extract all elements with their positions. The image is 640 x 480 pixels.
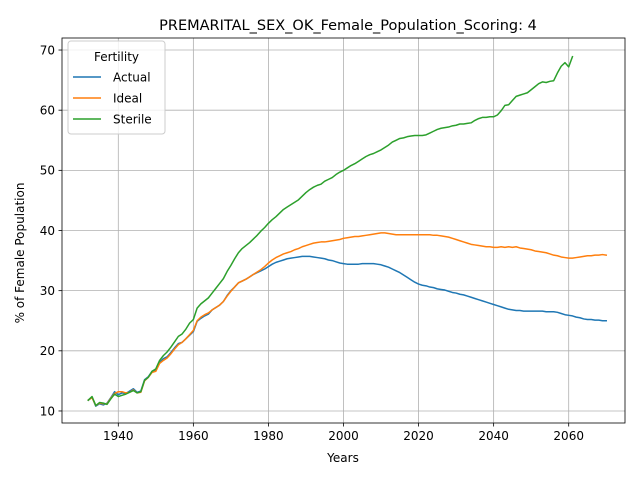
y-tick-label: 10 [40, 404, 55, 418]
x-axis: 1940 1960 1980 2000 2020 2040 2060 [103, 423, 584, 443]
x-tick-label: 2060 [553, 429, 584, 443]
x-tick-label: 1960 [178, 429, 209, 443]
y-tick-label: 70 [40, 43, 55, 57]
y-axis-label: % of Female Population [13, 183, 27, 324]
x-tick-label: 2020 [403, 429, 434, 443]
y-axis: 10 20 30 40 50 60 70 [40, 43, 62, 418]
legend-label-sterile: Sterile [113, 112, 152, 126]
x-tick-label: 1980 [253, 429, 284, 443]
series-line-actual [87, 255, 607, 407]
legend: Fertility Actual Ideal Sterile [67, 40, 166, 135]
chart-title: PREMARITAL_SEX_OK_Female_Population_Scor… [159, 18, 537, 34]
legend-label-actual: Actual [113, 70, 151, 84]
x-axis-label: Years [326, 451, 359, 465]
y-tick-label: 40 [40, 224, 55, 238]
legend-box [67, 40, 166, 135]
legend-title: Fertility [94, 50, 139, 64]
series-line-ideal [87, 232, 608, 407]
x-tick-label: 1940 [103, 429, 134, 443]
series-line-sterile [87, 55, 574, 407]
grid [62, 38, 625, 423]
y-tick-label: 30 [40, 284, 55, 298]
legend-entries: Actual Ideal Sterile [73, 70, 152, 126]
series-layer [87, 55, 608, 407]
y-tick-label: 60 [40, 103, 55, 117]
x-tick-label: 2000 [328, 429, 359, 443]
x-tick-label: 2040 [478, 429, 509, 443]
y-tick-label: 20 [40, 344, 55, 358]
y-tick-label: 50 [40, 164, 55, 178]
legend-label-ideal: Ideal [113, 91, 142, 105]
